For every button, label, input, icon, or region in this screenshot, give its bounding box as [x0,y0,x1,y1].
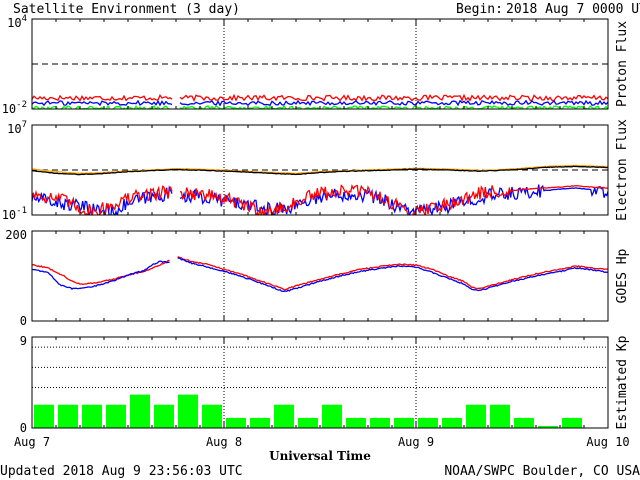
kp-bar [466,404,486,428]
kp-bar [226,417,246,428]
electron-series-black [32,165,608,176]
electron-plot-area [32,164,608,215]
electron-series-blue [32,185,173,215]
goes_hp-series-red [32,259,170,285]
goes_hp-series-red [177,256,608,291]
goes_hp-frame [31,230,609,322]
proton-plot-area [32,93,608,109]
x-tick-label: Aug 8 [206,435,242,449]
kp-bar [82,404,102,428]
proton-series-blue [32,99,173,107]
goes_hp-plot-area [32,256,608,293]
kp-bar [274,404,294,428]
kp-bar [418,417,438,428]
proton-y-tick-label: 104 [7,14,27,30]
begin-label: Begin: [456,2,503,17]
goes_hp-series-blue [177,257,608,293]
x-tick-label: Aug 10 [586,435,629,449]
kp-bar [130,394,150,428]
kp-bar [106,404,126,428]
proton-panel: 104 10-2 Proton Flux [2,14,630,116]
x-tick-label: Aug 9 [398,435,434,449]
kp-panel: 9 0 Estimated Kp [20,334,630,435]
kp-bar [34,404,54,428]
goes_hp-series-blue [32,260,170,290]
proton-series-red [32,93,173,102]
kp-y-axis-label: Estimated Kp [615,335,630,429]
electron-y-tick-label: 107 [7,120,27,136]
proton-series-red [179,93,608,103]
credit-text: NOAA/SWPC Boulder, CO USA [444,464,640,479]
goes_hp-panel: 200 0 GOES Hp [5,228,630,328]
kp-bar [250,417,270,428]
electron-panel: 107 10-1 Electron Flux [2,119,630,222]
x-axis-label: Universal Time [269,449,371,463]
begin-value: 2018 Aug 7 0000 UTC [506,2,640,17]
kp-bar [346,417,366,428]
panels: 104 10-2 Proton Flux 107 10-1 Electron Flux 20… [2,14,630,449]
x-tick-label: Aug 7 [14,435,50,449]
kp-y-tick-label: 0 [20,421,27,435]
electron-series-red [32,185,173,215]
goes_hp-y-tick-label: 0 [20,314,27,328]
kp-y-tick-label: 9 [20,334,27,348]
kp-bar [154,404,174,428]
goes_hp-y-axis-label: GOES Hp [615,248,630,303]
updated-timestamp: Updated 2018 Aug 9 23:56:03 UTC [0,464,243,479]
kp-bar [538,425,558,428]
kp-bar [514,417,534,428]
electron-y-axis-label: Electron Flux [615,119,630,221]
kp-bar [58,404,78,428]
electron-frame [31,124,609,216]
electron-y-tick-label: 10-1 [2,206,27,222]
kp-bar [370,417,390,428]
kp-bar [322,404,342,428]
kp-bar [394,417,414,428]
chart-title: Satellite Environment (3 day) [13,2,240,17]
kp-bar [202,404,222,428]
kp-plot-area [34,394,582,428]
kp-bar [298,417,318,428]
kp-bar [178,394,198,428]
kp-bar [442,417,462,428]
kp-bar [562,417,582,428]
proton-series-blue [179,99,608,107]
goes_hp-y-tick-label: 200 [5,228,27,242]
kp-bar [490,404,510,428]
proton-y-tick-label: 10-2 [2,100,27,116]
proton-y-axis-label: Proton Flux [615,21,630,107]
electron-series-blue [179,184,608,215]
electron-series-red [179,184,608,215]
